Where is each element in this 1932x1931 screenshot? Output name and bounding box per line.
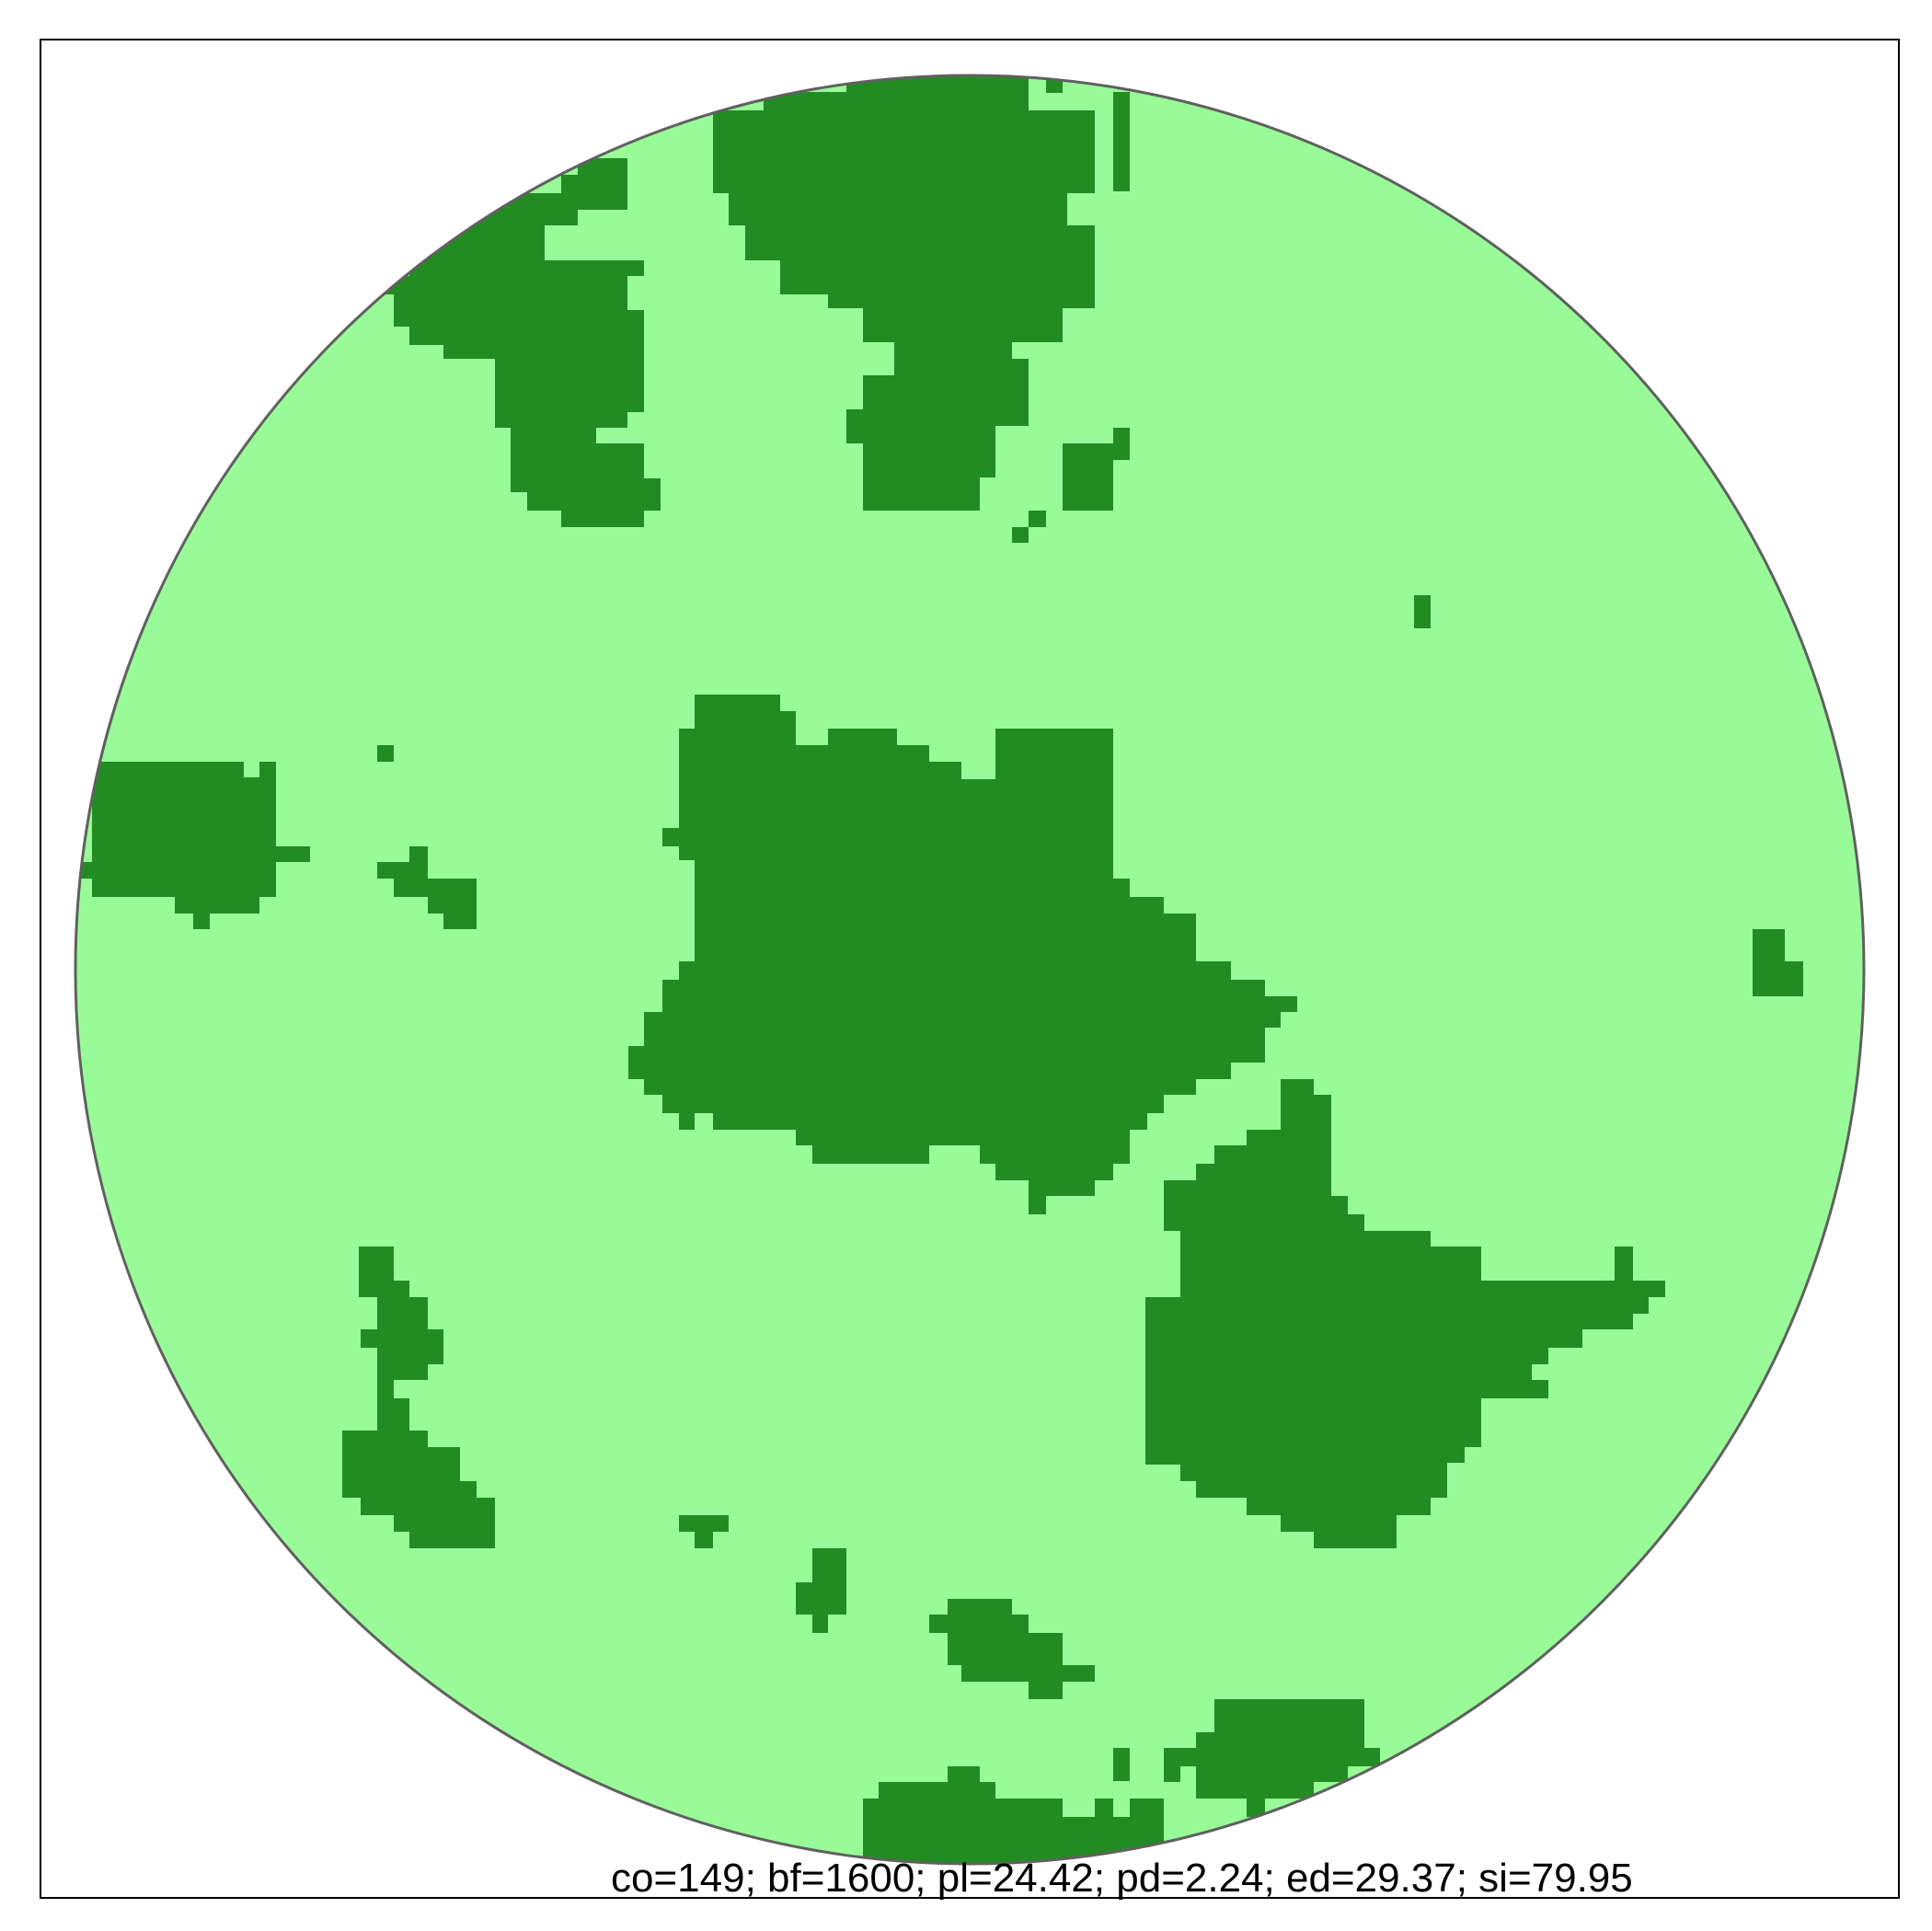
patch-far-right-dot <box>1414 595 1431 628</box>
patch-lower-mid-vertical <box>796 1548 846 1633</box>
patch-lower-mid-tiny <box>679 1515 729 1548</box>
habitat-patches <box>75 76 1803 1864</box>
plot-frame <box>40 39 1900 1899</box>
patch-bottom-right <box>1164 1699 1380 1817</box>
patch-top-center <box>713 76 1095 511</box>
landscape-boundary <box>74 74 1866 1866</box>
patch-bottom-sliver <box>1113 1748 1130 1781</box>
patch-lower-mid-blob <box>929 1599 1095 1699</box>
patch-bottom-center <box>863 1766 1164 1864</box>
patch-lower-left <box>342 1247 495 1548</box>
patch-left-edge <box>75 762 310 929</box>
patch-left-dot <box>377 745 394 762</box>
patch-lower-right <box>1145 1079 1665 1548</box>
patch-top-sliver-b <box>1113 92 1130 191</box>
patch-upper-mid-sliver <box>1012 511 1046 543</box>
patch-top-left <box>377 158 661 527</box>
patch-upper-mid-right <box>1063 428 1130 511</box>
patch-left-small <box>377 846 477 929</box>
patch-central <box>628 695 1297 1214</box>
patch-right-edge-small <box>1753 929 1803 996</box>
metrics-caption: co=149; bf=1600; pl=24.42; pd=2.24; ed=2… <box>611 1856 1633 1901</box>
